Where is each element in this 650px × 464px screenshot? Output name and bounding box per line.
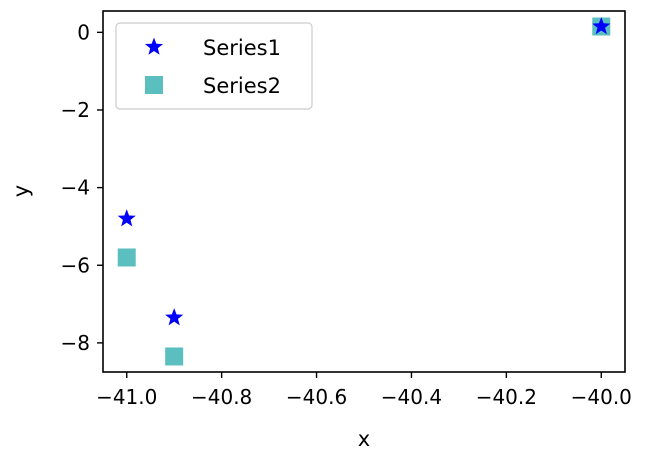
y-axis: 0 −2 −4 −6 −8 — [61, 20, 103, 355]
legend-marker-series2 — [145, 76, 163, 94]
legend-entries: Series1 Series2 — [144, 36, 281, 98]
x-tick-label: −41.0 — [96, 385, 157, 409]
y-tick-label: −6 — [61, 253, 90, 277]
series1-markers — [117, 17, 611, 326]
series2-point — [117, 248, 136, 267]
series2-point — [165, 347, 184, 366]
series1-point — [592, 17, 611, 35]
y-tick-label: −4 — [61, 176, 90, 200]
x-tick-label: −40.4 — [381, 385, 442, 409]
legend-label-series1: Series1 — [203, 36, 281, 60]
legend-marker-series1 — [144, 37, 164, 55]
y-tick-label: −8 — [61, 331, 90, 355]
x-tick-label: −40.6 — [286, 385, 347, 409]
legend-box — [115, 22, 313, 110]
x-axis: −41.0 −40.8 −40.6 −40.4 −40.2 −40.0 — [96, 372, 632, 409]
x-tick-label: −40.0 — [571, 385, 632, 409]
legend-label-series2: Series2 — [203, 74, 281, 98]
x-tick-label: −40.2 — [476, 385, 537, 409]
legend: Series1 Series2 — [115, 22, 313, 110]
y-tick-label: 0 — [77, 20, 90, 44]
y-axis-label: y — [9, 185, 33, 197]
series1-point — [165, 308, 184, 326]
plot-frame — [102, 10, 626, 373]
series1-point — [117, 209, 136, 227]
y-tick-label: −2 — [61, 98, 90, 122]
x-axis-label: x — [358, 427, 370, 451]
x-tick-label: −40.8 — [191, 385, 252, 409]
